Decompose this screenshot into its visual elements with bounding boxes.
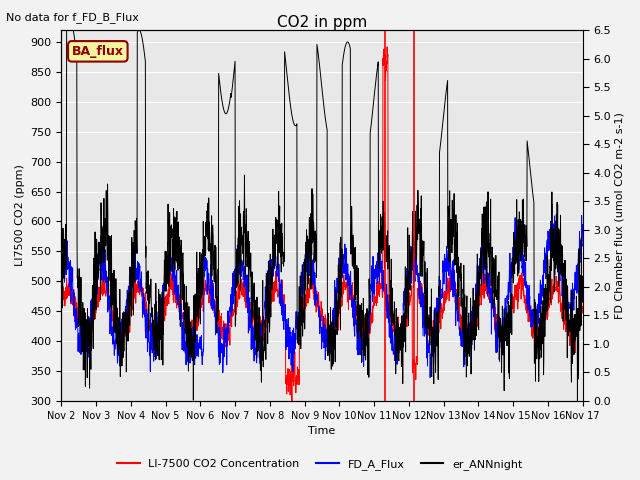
Legend: LI-7500 CO2 Concentration, FD_A_Flux, er_ANNnight: LI-7500 CO2 Concentration, FD_A_Flux, er…	[113, 455, 527, 474]
X-axis label: Time: Time	[308, 426, 335, 436]
Title: CO2 in ppm: CO2 in ppm	[277, 15, 367, 30]
Text: BA_flux: BA_flux	[72, 45, 124, 58]
Text: No data for f_FD_B_Flux: No data for f_FD_B_Flux	[6, 12, 140, 23]
Y-axis label: LI7500 CO2 (ppm): LI7500 CO2 (ppm)	[15, 165, 25, 266]
Y-axis label: FD Chamber flux (umol CO2 m-2 s-1): FD Chamber flux (umol CO2 m-2 s-1)	[615, 112, 625, 319]
